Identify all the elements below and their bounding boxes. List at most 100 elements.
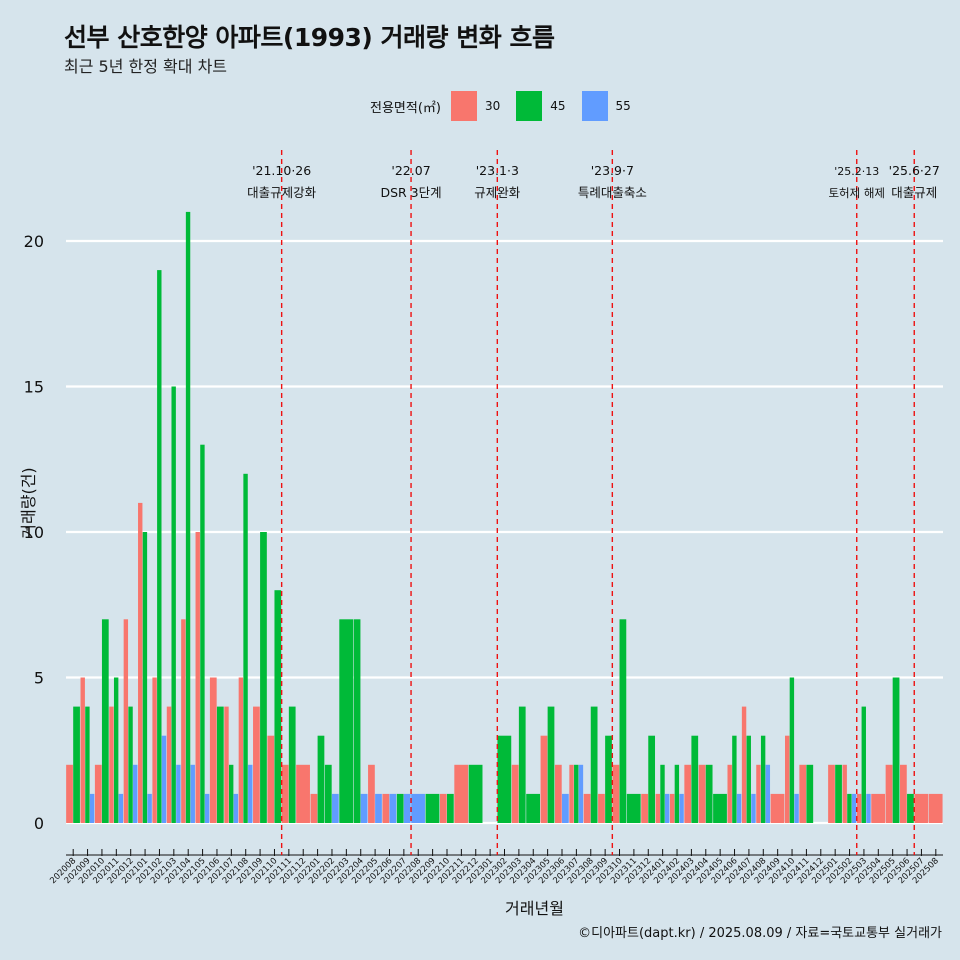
bar-45-202212 bbox=[468, 764, 483, 823]
chart-subtitle: 최근 5년 한정 확대 차트 bbox=[64, 57, 228, 76]
event-date: '22.07 bbox=[391, 163, 430, 178]
bar-45-202012 bbox=[128, 706, 133, 823]
bar-55-202011 bbox=[118, 793, 124, 823]
bar-55-202306 bbox=[562, 793, 569, 823]
bar-30-202210 bbox=[439, 793, 447, 823]
bar-30-202506 bbox=[900, 764, 907, 823]
bar-30-202205 bbox=[368, 764, 375, 823]
legend-swatch-30 bbox=[450, 91, 477, 121]
bar-45-202502 bbox=[847, 793, 852, 823]
bar-45-202110 bbox=[274, 590, 282, 823]
bar-30-202309 bbox=[598, 793, 605, 823]
bar-55-202104 bbox=[190, 764, 195, 823]
bar-55-202206 bbox=[389, 793, 397, 823]
bar-30-202407 bbox=[741, 706, 747, 823]
bar-45-202401 bbox=[660, 764, 665, 823]
bar-45-202305 bbox=[547, 706, 555, 823]
bar-45-202204 bbox=[353, 619, 361, 823]
event-label: 대출규제 bbox=[891, 185, 937, 200]
event-label: 특례대출축소 bbox=[578, 185, 647, 200]
bar-45-202210 bbox=[446, 793, 454, 823]
legend-item-45: 45 bbox=[516, 91, 569, 121]
bar-30-202109 bbox=[253, 706, 260, 823]
bar-30-202401 bbox=[655, 793, 660, 823]
bar-45-202310 bbox=[619, 619, 627, 823]
bar-45-202403 bbox=[691, 735, 699, 823]
bar-30-202008 bbox=[66, 764, 73, 823]
bar-30-202409 bbox=[770, 793, 785, 823]
legend-swatch-45 bbox=[516, 91, 543, 121]
bar-30-202306 bbox=[554, 764, 562, 823]
bar-30-202411 bbox=[799, 764, 807, 823]
bar-45-202501 bbox=[835, 764, 842, 823]
bar-45-202405 bbox=[713, 793, 727, 823]
legend-item-30: 30 bbox=[450, 91, 504, 121]
bar-30-202211 bbox=[454, 764, 469, 823]
event-label: 규제완화 bbox=[474, 185, 521, 200]
bar-45-202105 bbox=[200, 444, 205, 823]
bar-55-202009 bbox=[89, 793, 95, 823]
bar-45-202408 bbox=[760, 735, 766, 823]
legend: 전용면적(㎡) 30 45 55 bbox=[370, 91, 647, 121]
bar-55-202101 bbox=[147, 793, 152, 823]
bar-30-202010 bbox=[94, 764, 102, 823]
chart-title: 선부 산호한양 아파트(1993) 거래량 변화 흐름 bbox=[64, 23, 555, 52]
bar-45-202312 bbox=[648, 735, 656, 823]
bar-45-202302 bbox=[497, 735, 512, 823]
bar-30-202504 bbox=[871, 793, 886, 823]
bar-30-202103 bbox=[166, 706, 172, 823]
bar-30-202102 bbox=[152, 677, 157, 823]
bar-45-202407 bbox=[746, 735, 751, 823]
bar-45-202406 bbox=[732, 735, 737, 823]
source-caption: ©디아파트(dapt.kr) / 2025.08.09 / 자료=국토교통부 실… bbox=[578, 926, 942, 941]
bar-55-202407 bbox=[751, 793, 756, 823]
y-tick-label: 10 bbox=[24, 523, 44, 542]
event-date: '23.1·3 bbox=[476, 163, 519, 178]
event-date: '25.6·27 bbox=[889, 163, 940, 178]
bar-45-202109 bbox=[260, 532, 267, 823]
bar-30-202012 bbox=[123, 619, 129, 823]
bar-45-202307 bbox=[574, 764, 579, 823]
bar-30-202402 bbox=[669, 793, 675, 823]
bar-55-202502 bbox=[851, 793, 857, 823]
bar-30-202410 bbox=[784, 735, 790, 823]
bar-30-202503 bbox=[856, 793, 862, 823]
x-axis-title: 거래년월 bbox=[505, 899, 564, 918]
bar-30-202107 bbox=[224, 706, 229, 823]
legend-label-45: 45 bbox=[550, 99, 566, 113]
bar-30-202009 bbox=[80, 677, 85, 823]
bar-45-202008 bbox=[73, 706, 80, 823]
bar-45-202308 bbox=[590, 706, 598, 823]
bar-55-202012 bbox=[133, 764, 138, 823]
bar-45-202201 bbox=[317, 735, 325, 823]
bar-45-202108 bbox=[243, 473, 248, 823]
bar-30-202505 bbox=[885, 764, 893, 823]
event-date: '23.9·7 bbox=[591, 163, 634, 178]
bar-45-202202 bbox=[324, 764, 332, 823]
bar-30-202403 bbox=[684, 764, 692, 823]
bar-30-202104 bbox=[181, 619, 186, 823]
bar-55-202503 bbox=[866, 793, 871, 823]
bar-30-202501 bbox=[828, 764, 835, 823]
bar-45-202203 bbox=[339, 619, 354, 823]
bar-55-202204 bbox=[360, 793, 368, 823]
y-tick-label: 0 bbox=[34, 814, 44, 833]
y-axis-title: 거래량(건) bbox=[19, 467, 38, 538]
legend-item-55: 55 bbox=[581, 91, 635, 121]
bar-45-202103 bbox=[171, 386, 176, 823]
bar-30-202108 bbox=[238, 677, 244, 823]
bar-45-202404 bbox=[705, 764, 713, 823]
bar-55-202408 bbox=[765, 764, 771, 823]
bar-30-202502 bbox=[842, 764, 847, 823]
bar-45-202101 bbox=[142, 532, 148, 823]
bar-55-202102 bbox=[161, 735, 167, 823]
y-tick-label: 20 bbox=[24, 232, 44, 251]
bar-45-202102 bbox=[157, 270, 162, 824]
legend-title: 전용면적(㎡) bbox=[370, 100, 441, 116]
event-label: 대출규제강화 bbox=[247, 185, 317, 200]
bar-45-202107 bbox=[228, 764, 234, 823]
bar-45-202505 bbox=[892, 677, 900, 823]
bar-55-202207 bbox=[403, 793, 411, 823]
bar-45-202503 bbox=[861, 706, 866, 823]
